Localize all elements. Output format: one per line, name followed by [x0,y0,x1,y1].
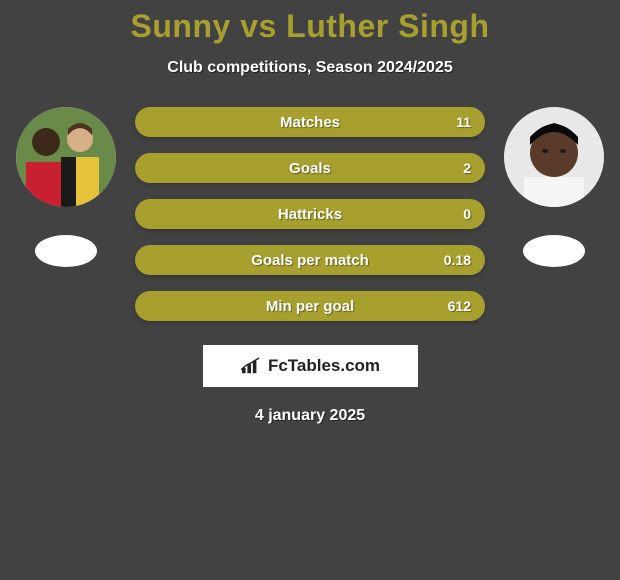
comparison-card: Sunny vs Luther Singh Club competitions,… [0,0,620,580]
stat-bar-goals: Goals 2 [135,153,485,183]
stats-column: Matches 11 Goals 2 Hattricks 0 Goals per… [135,107,485,321]
stat-label: Hattricks [135,206,485,223]
stat-right-value: 0.18 [444,252,471,268]
stat-right-value: 2 [463,160,471,176]
stat-bar-matches: Matches 11 [135,107,485,137]
stat-bar-gpm: Goals per match 0.18 [135,245,485,275]
stat-label: Min per goal [135,298,485,315]
stat-right-value: 612 [448,298,471,314]
content-row: Matches 11 Goals 2 Hattricks 0 Goals per… [0,107,620,321]
stat-right-value: 0 [463,206,471,222]
player-left-flag [35,235,97,267]
player-right-avatar [504,107,604,207]
stat-label: Matches [135,114,485,131]
stat-label: Goals [135,160,485,177]
player-left-avatar [16,107,116,207]
date-text: 4 january 2025 [0,407,620,425]
player-right-column [499,107,609,267]
stat-right-value: 11 [456,114,471,130]
player-right-flag [523,235,585,267]
subtitle: Club competitions, Season 2024/2025 [0,59,620,77]
stat-bar-hattricks: Hattricks 0 [135,199,485,229]
branding-badge: FcTables.com [203,345,418,387]
player-left-column [11,107,121,267]
stat-bar-mpg: Min per goal 612 [135,291,485,321]
bar-chart-icon [240,357,262,375]
branding-text: FcTables.com [268,356,380,376]
stat-label: Goals per match [135,252,485,269]
page-title: Sunny vs Luther Singh [0,8,620,45]
